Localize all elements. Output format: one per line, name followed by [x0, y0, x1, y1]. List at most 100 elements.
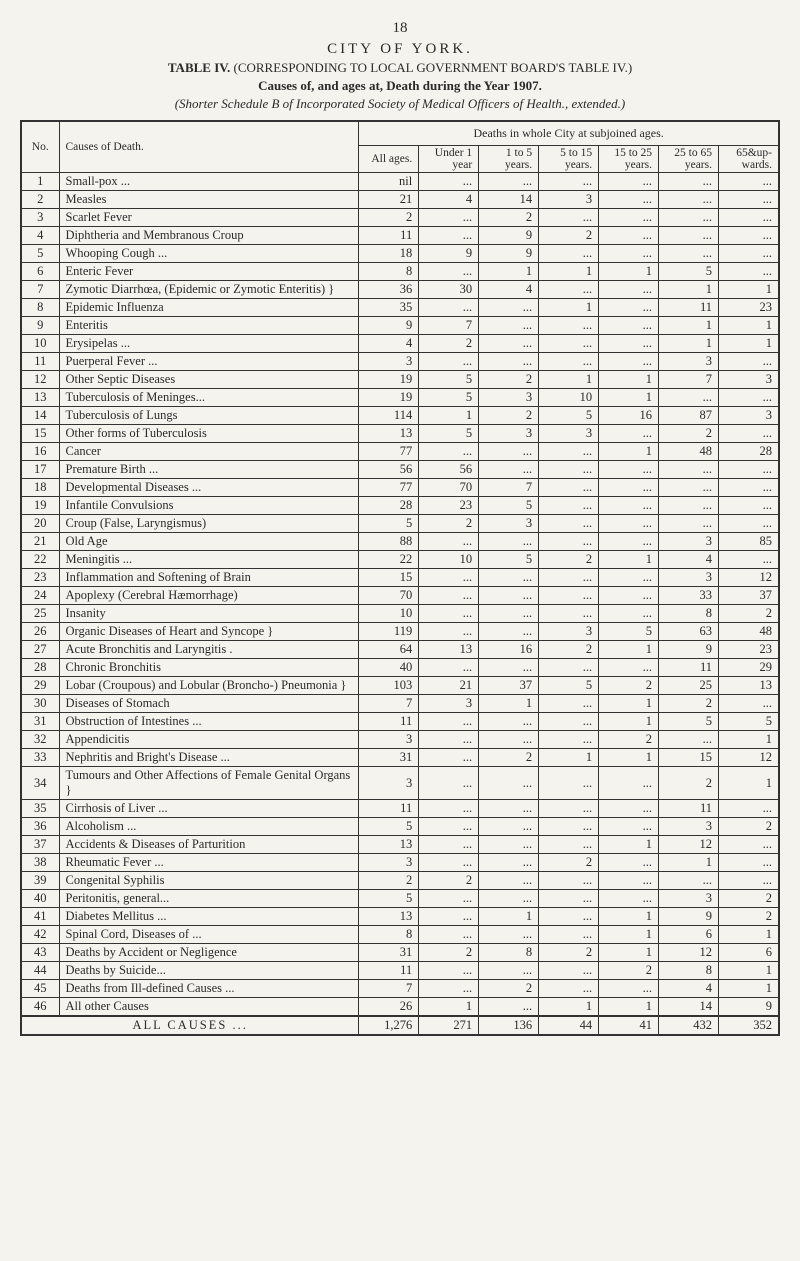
- table-title-rest: (CORRESPONDING TO LOCAL GOVERNMENT BOARD…: [230, 60, 632, 75]
- cell-5to15: 3: [539, 191, 599, 209]
- col-header-deaths-span: Deaths in whole City at subjoined ages.: [359, 121, 779, 146]
- cell-all: 5: [359, 515, 419, 533]
- cell-no: 35: [21, 800, 59, 818]
- cell-5to15: ...: [539, 245, 599, 263]
- cell-all: 4: [359, 335, 419, 353]
- source-line: (Shorter Schedule B of Incorporated Soci…: [20, 96, 780, 112]
- cell-all: 11: [359, 962, 419, 980]
- cell-no: 15: [21, 425, 59, 443]
- cell-cause: Premature Birth ...: [59, 461, 359, 479]
- cell-25to65: 1: [659, 335, 719, 353]
- cell-15to25: ...: [599, 800, 659, 818]
- footer-5to15: 44: [539, 1016, 599, 1035]
- cell-65up: ...: [718, 695, 779, 713]
- cell-u1: 4: [419, 191, 479, 209]
- cell-u1: ...: [419, 443, 479, 461]
- cell-15to25: 2: [599, 731, 659, 749]
- cell-no: 25: [21, 605, 59, 623]
- cell-cause: Cirrhosis of Liver ...: [59, 800, 359, 818]
- cell-cause: Other Septic Diseases: [59, 371, 359, 389]
- cell-15to25: ...: [599, 317, 659, 335]
- cell-u1: 1: [419, 998, 479, 1017]
- table-title: TABLE IV. (CORRESPONDING TO LOCAL GOVERN…: [20, 60, 780, 76]
- cell-15to25: 1: [599, 695, 659, 713]
- table-row: 32Appendicitis3.........2...1: [21, 731, 779, 749]
- cell-1to5: ...: [479, 713, 539, 731]
- cell-5to15: ...: [539, 962, 599, 980]
- cell-1to5: ...: [479, 767, 539, 800]
- cell-all: 56: [359, 461, 419, 479]
- cell-65up: 1: [718, 317, 779, 335]
- city-title: CITY OF YORK.: [20, 41, 780, 58]
- cell-1to5: ...: [479, 818, 539, 836]
- cell-all: 2: [359, 872, 419, 890]
- cell-5to15: ...: [539, 317, 599, 335]
- cell-5to15: ...: [539, 173, 599, 191]
- table-row: 3Scarlet Fever2...2............: [21, 209, 779, 227]
- cell-all: 70: [359, 587, 419, 605]
- cell-5to15: 1: [539, 998, 599, 1017]
- cell-5to15: 2: [539, 854, 599, 872]
- table-row: 33Nephritis and Bright's Disease ...31..…: [21, 749, 779, 767]
- cell-cause: Diabetes Mellitus ...: [59, 908, 359, 926]
- cell-1to5: 9: [479, 227, 539, 245]
- cell-65up: 12: [718, 569, 779, 587]
- footer-label: ALL CAUSES ...: [21, 1016, 359, 1035]
- cell-15to25: 5: [599, 623, 659, 641]
- table-row: 37Accidents & Diseases of Parturition13.…: [21, 836, 779, 854]
- cell-65up: ...: [718, 854, 779, 872]
- table-row: 42Spinal Cord, Diseases of ...8.........…: [21, 926, 779, 944]
- cell-u1: 7: [419, 317, 479, 335]
- cell-5to15: 1: [539, 299, 599, 317]
- footer-65up: 352: [718, 1016, 779, 1035]
- cell-5to15: ...: [539, 872, 599, 890]
- cell-no: 45: [21, 980, 59, 998]
- cell-5to15: 1: [539, 371, 599, 389]
- cell-cause: Scarlet Fever: [59, 209, 359, 227]
- cell-5to15: ...: [539, 908, 599, 926]
- cell-no: 29: [21, 677, 59, 695]
- cell-25to65: 25: [659, 677, 719, 695]
- cell-65up: ...: [718, 836, 779, 854]
- cell-all: 3: [359, 767, 419, 800]
- cell-65up: 48: [718, 623, 779, 641]
- cell-5to15: ...: [539, 980, 599, 998]
- cell-all: 22: [359, 551, 419, 569]
- table-row: 15Other forms of Tuberculosis13533...2..…: [21, 425, 779, 443]
- table-row: 19Infantile Convulsions28235............: [21, 497, 779, 515]
- cell-1to5: ...: [479, 800, 539, 818]
- cell-15to25: 1: [599, 836, 659, 854]
- cell-no: 38: [21, 854, 59, 872]
- cell-all: 119: [359, 623, 419, 641]
- cell-65up: ...: [718, 263, 779, 281]
- cell-65up: ...: [718, 872, 779, 890]
- cell-no: 44: [21, 962, 59, 980]
- cell-65up: 2: [718, 818, 779, 836]
- table-row: 1Small-pox ...nil..................: [21, 173, 779, 191]
- cell-u1: 9: [419, 245, 479, 263]
- cell-all: 7: [359, 695, 419, 713]
- cell-65up: 9: [718, 998, 779, 1017]
- table-row: 11Puerperal Fever ...3............3...: [21, 353, 779, 371]
- cell-65up: 1: [718, 731, 779, 749]
- cell-5to15: 2: [539, 551, 599, 569]
- cell-15to25: 1: [599, 749, 659, 767]
- table-row: 36Alcoholism ...5............32: [21, 818, 779, 836]
- cell-u1: ...: [419, 209, 479, 227]
- cell-u1: 10: [419, 551, 479, 569]
- cell-cause: All other Causes: [59, 998, 359, 1017]
- cell-1to5: 4: [479, 281, 539, 299]
- cell-15to25: 1: [599, 908, 659, 926]
- cell-5to15: 1: [539, 749, 599, 767]
- deaths-table: No. Causes of Death. Deaths in whole Cit…: [20, 120, 780, 1036]
- cell-5to15: ...: [539, 353, 599, 371]
- cell-15to25: ...: [599, 479, 659, 497]
- cell-all: 103: [359, 677, 419, 695]
- cell-15to25: ...: [599, 227, 659, 245]
- cell-1to5: 37: [479, 677, 539, 695]
- cell-1to5: 2: [479, 749, 539, 767]
- cell-all: 5: [359, 818, 419, 836]
- cell-1to5: 9: [479, 245, 539, 263]
- cell-u1: 70: [419, 479, 479, 497]
- cell-cause: Tuberculosis of Lungs: [59, 407, 359, 425]
